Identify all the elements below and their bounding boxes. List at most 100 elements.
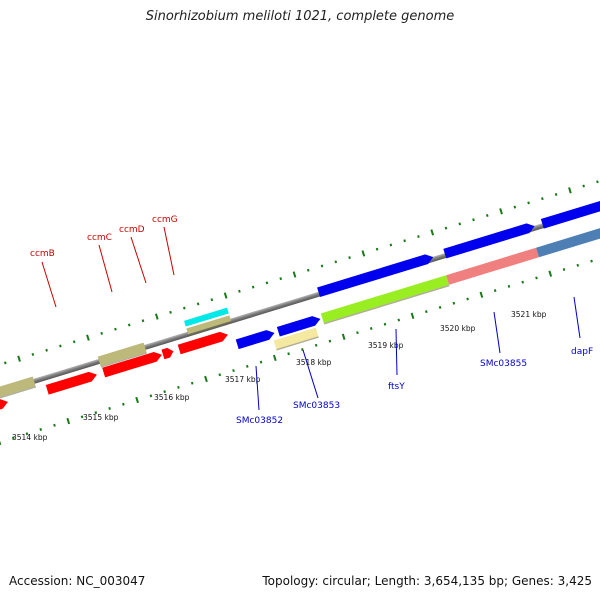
top-tick-row	[3, 180, 599, 365]
major-tick	[292, 271, 297, 278]
minor-tick	[3, 361, 7, 365]
gene-label-SMc03853[interactable]: SMc03853	[293, 401, 340, 411]
major-tick	[548, 270, 553, 277]
minor-tick	[485, 214, 489, 217]
minor-tick	[287, 352, 290, 356]
SMc03854-blue-gene[interactable]	[317, 252, 435, 298]
bottom-gene-callouts: SMc03852 SMc03853 ftsY SMc03855 dapF	[236, 296, 593, 426]
minor-tick	[11, 436, 15, 440]
minor-tick	[403, 239, 406, 243]
major-tick	[430, 229, 435, 236]
gene-label-ccmG[interactable]: ccmG	[152, 215, 178, 225]
minor-tick	[314, 343, 318, 347]
minor-tick	[265, 281, 269, 285]
ccmD-leader-line	[130, 236, 147, 284]
minor-tick	[389, 243, 393, 247]
minor-tick	[320, 264, 324, 268]
lime-gene-bar[interactable]	[320, 275, 450, 324]
minor-tick	[369, 326, 373, 330]
major-tick	[86, 334, 90, 341]
gene-label-ccmC[interactable]: ccmC	[87, 233, 112, 243]
minor-tick	[417, 235, 420, 239]
SMc03853-gene-bar[interactable]	[273, 327, 319, 350]
kbp-label: 3515 kbp	[83, 413, 119, 422]
ccmG-gene-bar[interactable]	[184, 307, 229, 327]
top-gene-callouts: ccmB ccmC ccmD ccmG	[30, 215, 178, 308]
kbp-label: 3514 kbp	[12, 433, 48, 442]
major-tick	[204, 375, 208, 383]
khaki-gene-bar-2[interactable]	[97, 342, 147, 367]
major-tick	[66, 417, 71, 425]
ccmG-leader-line	[163, 226, 175, 276]
kbp-axis-labels: 3514 kbp 3515 kbp 3516 kbp 3517 kbp 3518…	[12, 310, 547, 442]
red-gene-arrow-5[interactable]	[177, 330, 230, 355]
bottom-tick-row	[0, 259, 593, 446]
minor-tick	[562, 268, 566, 272]
minor-tick	[576, 263, 580, 267]
minor-tick	[541, 197, 544, 201]
gene-label-SMc03855[interactable]: SMc03855	[480, 359, 527, 369]
accession-label: Accession: NC_003047	[9, 574, 146, 588]
major-tick	[223, 292, 228, 299]
blue-gene-top-2[interactable]	[443, 221, 536, 259]
SMc03852-gene[interactable]	[235, 328, 276, 350]
major-tick	[135, 396, 139, 404]
steel-blue-gene-bar[interactable]	[536, 221, 600, 258]
minor-tick	[507, 284, 511, 288]
ftsY-leader-line	[395, 328, 398, 376]
minor-tick	[306, 268, 310, 272]
dapF-leader-line	[573, 296, 581, 339]
gene-label-ccmB[interactable]: ccmB	[30, 249, 55, 259]
minor-tick	[232, 369, 235, 373]
red-gene-arrow-4[interactable]	[161, 346, 174, 360]
kbp-label: 3518 kbp	[296, 358, 332, 367]
minor-tick	[438, 305, 442, 309]
minor-tick	[210, 298, 214, 302]
khaki-gene-bar-1[interactable]	[0, 376, 36, 411]
minor-tick	[251, 285, 255, 289]
blue-gene-bottom-2[interactable]	[276, 314, 322, 337]
minor-tick	[122, 402, 125, 406]
minor-tick	[39, 428, 43, 431]
minor-tick	[444, 226, 448, 230]
topology-summary: Topology: circular; Length: 3,654,135 bp…	[262, 574, 592, 588]
minor-tick	[31, 352, 35, 356]
red-gene-arrow-1[interactable]	[0, 397, 9, 422]
ccmB-leader-line	[41, 261, 57, 308]
minor-tick	[114, 327, 117, 331]
kbp-label: 3516 kbp	[154, 393, 190, 402]
gene-label-SMc03852[interactable]: SMc03852	[236, 416, 283, 426]
minor-tick	[218, 373, 222, 377]
minor-tick	[94, 411, 98, 415]
minor-tick	[452, 301, 456, 305]
gene-label-ccmD[interactable]: ccmD	[119, 225, 145, 235]
blue-gene-top-3[interactable]	[540, 196, 600, 229]
minor-tick	[590, 259, 593, 263]
minor-tick	[196, 302, 200, 306]
major-tick	[17, 355, 21, 362]
gene-label-ftsY[interactable]: ftsY	[388, 382, 405, 392]
bar-shadows	[0, 284, 450, 412]
minor-tick	[375, 247, 379, 251]
minor-tick	[596, 180, 599, 184]
gene-label-dapF[interactable]: dapF	[571, 347, 593, 357]
salmon-gene-bar[interactable]	[446, 247, 539, 285]
minor-tick	[45, 348, 48, 352]
minor-tick	[80, 415, 84, 419]
minor-tick	[149, 394, 153, 398]
major-tick	[361, 250, 366, 257]
minor-tick	[466, 297, 469, 301]
minor-tick	[182, 306, 186, 310]
kbp-label: 3520 kbp	[440, 324, 476, 333]
minor-tick	[582, 184, 585, 188]
red-gene-arrow-3[interactable]	[102, 350, 163, 378]
major-tick	[410, 312, 415, 319]
red-gene-arrow-2[interactable]	[45, 370, 99, 395]
khaki-gene-bar-3[interactable]	[186, 315, 232, 335]
major-tick	[499, 208, 503, 215]
major-tick	[154, 313, 159, 320]
minor-tick	[238, 289, 241, 293]
minor-tick	[100, 331, 104, 335]
minor-tick	[245, 364, 249, 368]
